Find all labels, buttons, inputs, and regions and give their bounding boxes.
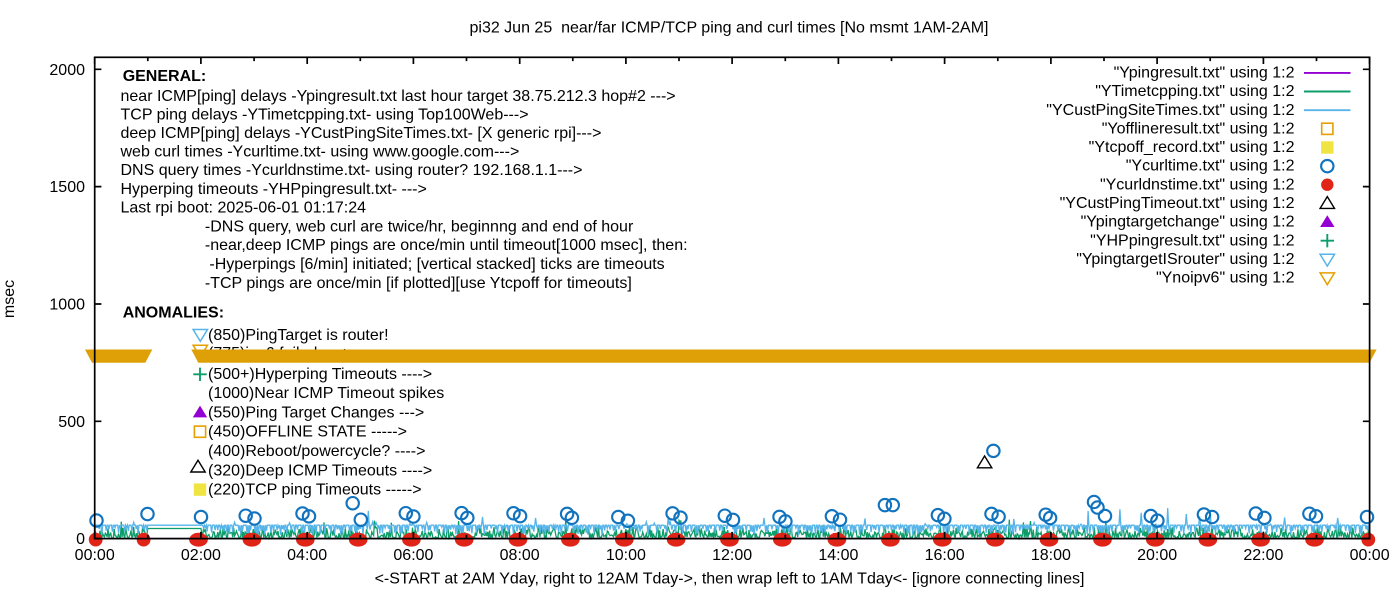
svg-text:00:00: 00:00 bbox=[1350, 547, 1390, 564]
svg-text:(450)OFFLINE STATE ----->: (450)OFFLINE STATE -----> bbox=[208, 424, 407, 441]
svg-text:"Ycurldnstime.txt" using 1:2: "Ycurldnstime.txt" using 1:2 bbox=[1100, 176, 1295, 193]
svg-text:500: 500 bbox=[58, 414, 85, 431]
svg-text:"Ycurltime.txt" using 1:2: "Ycurltime.txt" using 1:2 bbox=[1126, 158, 1295, 175]
svg-text:msec: msec bbox=[1, 280, 18, 318]
svg-text:(850)PingTarget is router!: (850)PingTarget is router! bbox=[208, 327, 389, 344]
svg-text:"YCustPingSiteTimes.txt" using: "YCustPingSiteTimes.txt" using 1:2 bbox=[1046, 102, 1294, 119]
svg-text:04:00: 04:00 bbox=[287, 547, 327, 564]
svg-text:"YCustPingTimeout.txt" using 1: "YCustPingTimeout.txt" using 1:2 bbox=[1060, 195, 1295, 212]
svg-text:deep ICMP[ping] delays -YCustP: deep ICMP[ping] delays -YCustPingSiteTim… bbox=[121, 125, 602, 142]
svg-text:2000: 2000 bbox=[49, 62, 85, 79]
svg-text:"Yofflineresult.txt" using 1:2: "Yofflineresult.txt" using 1:2 bbox=[1102, 120, 1295, 137]
svg-text:"YHPpingresult.txt" using 1:2: "YHPpingresult.txt" using 1:2 bbox=[1090, 232, 1294, 249]
svg-text:14:00: 14:00 bbox=[818, 547, 858, 564]
svg-text:06:00: 06:00 bbox=[393, 547, 433, 564]
svg-text:-near,deep ICMP pings are once: -near,deep ICMP pings are once/min until… bbox=[205, 237, 688, 254]
svg-text:"Ypingresult.txt" using 1:2: "Ypingresult.txt" using 1:2 bbox=[1114, 65, 1295, 82]
svg-text:(400)Reboot/powercycle? ---->: (400)Reboot/powercycle? ----> bbox=[208, 443, 425, 460]
svg-text:-DNS query, web curl are twice: -DNS query, web curl are twice/hr, begin… bbox=[205, 218, 634, 235]
svg-text:1500: 1500 bbox=[49, 179, 85, 196]
svg-text:Last rpi boot: 2025-06-01 01:1: Last rpi boot: 2025-06-01 01:17:24 bbox=[121, 199, 367, 216]
svg-text:<-START at 2AM Yday, right to: <-START at 2AM Yday, right to 12AM Tday-… bbox=[375, 570, 1085, 587]
svg-text:"Ytcpoff_record.txt" using 1:2: "Ytcpoff_record.txt" using 1:2 bbox=[1089, 139, 1295, 156]
svg-text:"YTimetcpping.txt" using 1:2: "YTimetcpping.txt" using 1:2 bbox=[1095, 83, 1294, 100]
svg-text:(320)Deep ICMP Timeouts ---->: (320)Deep ICMP Timeouts ----> bbox=[208, 462, 432, 479]
svg-text:16:00: 16:00 bbox=[925, 547, 965, 564]
svg-text:"YpingtargetISrouter" using 1:: "YpingtargetISrouter" using 1:2 bbox=[1076, 251, 1294, 268]
svg-text:(500+)Hyperping Timeouts ---->: (500+)Hyperping Timeouts ----> bbox=[208, 366, 432, 383]
svg-text:"Ynoipv6" using 1:2: "Ynoipv6" using 1:2 bbox=[1156, 270, 1295, 287]
svg-text:-TCP pings are once/min [if pl: -TCP pings are once/min [if plotted][use… bbox=[205, 275, 632, 292]
svg-text:12:00: 12:00 bbox=[712, 547, 752, 564]
svg-text:(1000)Near ICMP Timeout spikes: (1000)Near ICMP Timeout spikes bbox=[208, 385, 444, 402]
svg-text:18:00: 18:00 bbox=[1031, 547, 1071, 564]
svg-text:-Hyperpings [6/min] initiated;: -Hyperpings [6/min] initiated; [vertical… bbox=[209, 256, 664, 273]
svg-text:web curl times -Ycurltime.txt-: web curl times -Ycurltime.txt- using www… bbox=[120, 144, 520, 161]
svg-text:ANOMALIES:: ANOMALIES: bbox=[123, 305, 224, 322]
svg-text:TCP ping delays -YTimetcpping.: TCP ping delays -YTimetcpping.txt- using… bbox=[121, 106, 529, 123]
svg-text:(220)TCP ping Timeouts ----->: (220)TCP ping Timeouts -----> bbox=[208, 482, 422, 499]
svg-text:0: 0 bbox=[76, 531, 85, 548]
svg-text:22:00: 22:00 bbox=[1243, 547, 1283, 564]
svg-text:near ICMP[ping] delays -Ypingr: near ICMP[ping] delays -Ypingresult.txt … bbox=[121, 88, 676, 105]
svg-text:GENERAL:: GENERAL: bbox=[123, 68, 207, 85]
svg-text:Hyperping timeouts -YHPpingres: Hyperping timeouts -YHPpingresult.txt- -… bbox=[121, 181, 427, 198]
svg-text:20:00: 20:00 bbox=[1137, 547, 1177, 564]
svg-text:1000: 1000 bbox=[49, 297, 85, 314]
svg-text:(550)Ping Target Changes --->: (550)Ping Target Changes ---> bbox=[208, 404, 424, 421]
svg-text:DNS query times -Ycurldnstime.: DNS query times -Ycurldnstime.txt- using… bbox=[121, 162, 583, 179]
svg-text:10:00: 10:00 bbox=[606, 547, 646, 564]
svg-text:02:00: 02:00 bbox=[181, 547, 221, 564]
svg-text:pi32 Jun 25 near/far ICMP/TCP: pi32 Jun 25 near/far ICMP/TCP ping and c… bbox=[469, 20, 988, 37]
svg-text:00:00: 00:00 bbox=[75, 547, 115, 564]
svg-text:08:00: 08:00 bbox=[500, 547, 540, 564]
svg-text:"Ypingtargetchange" using 1:2: "Ypingtargetchange" using 1:2 bbox=[1081, 214, 1295, 231]
